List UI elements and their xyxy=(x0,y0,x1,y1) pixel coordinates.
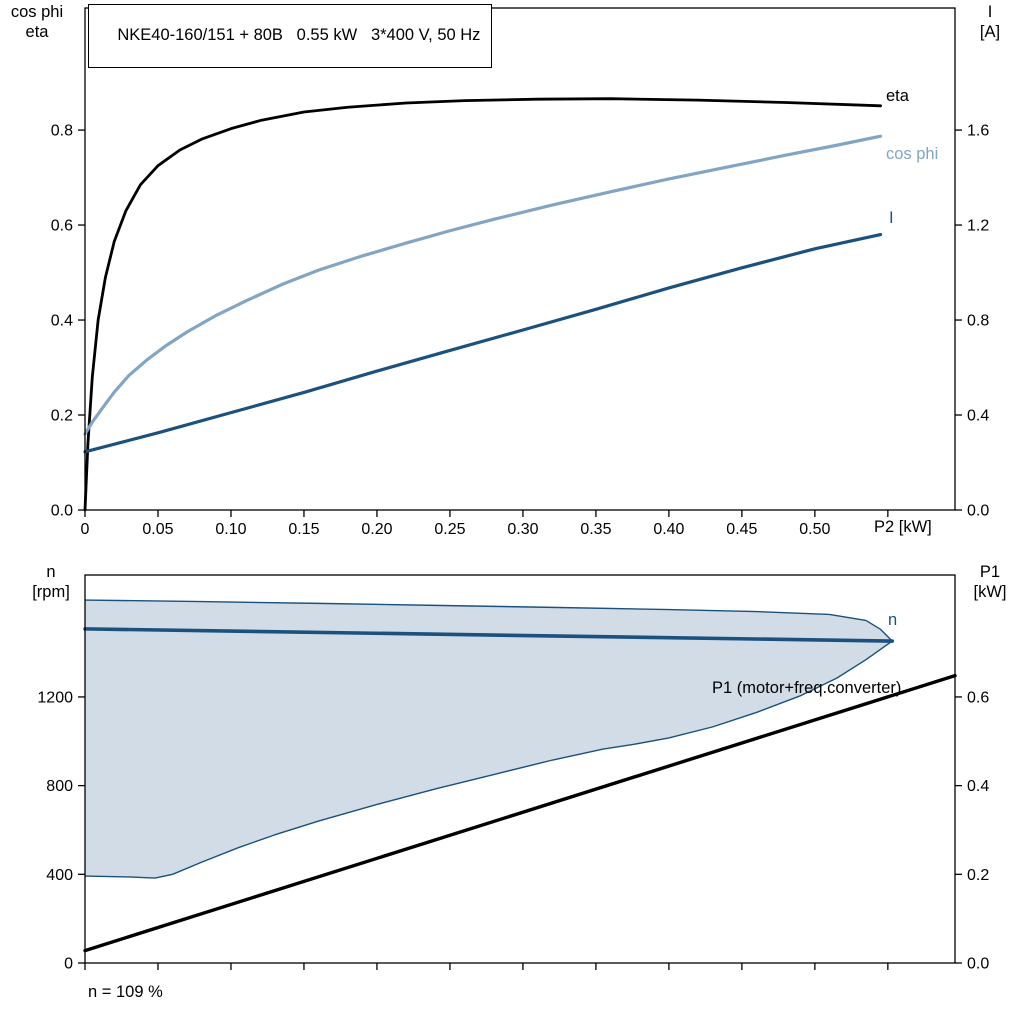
series-current xyxy=(83,232,883,454)
y-right-tick-label: 0.4 xyxy=(967,778,989,795)
x-tick-label: 0.45 xyxy=(726,521,757,538)
y-right-tick-label: 0.0 xyxy=(967,503,989,520)
y-right-tick-label: 1.6 xyxy=(967,123,989,140)
x-tick-label: 0 xyxy=(81,521,90,538)
x-tick-label: 0.25 xyxy=(434,521,465,538)
chart-0: 0.0 0.2 0.4 0.6 0.8 0.0 0.4 0.8 1.2 1.6 0 0.05 0.10 0… xyxy=(51,7,989,538)
y-right-tick-label: 0.8 xyxy=(967,313,989,330)
cosphi-axis-label: cos phi xyxy=(10,3,64,21)
y-left-tick-label: 0.8 xyxy=(51,123,73,140)
p1-unit-label: [kW] xyxy=(973,583,1007,601)
current-axis-label: I xyxy=(987,3,993,21)
y-left-tick-label: 0 xyxy=(64,956,73,973)
speed-percentage-note: n = 109 % xyxy=(88,983,163,1001)
x-tick-label: 0.10 xyxy=(215,521,246,538)
eta-curve-label: eta xyxy=(886,87,909,105)
speed-control-range-lower-boundary xyxy=(84,640,893,879)
y-right-tick-label: 0.0 xyxy=(967,956,989,973)
speed-control-range-upper-boundary xyxy=(84,599,893,642)
eta-axis-label: eta xyxy=(25,23,49,41)
series-eta xyxy=(83,97,882,512)
y-left-tick-label: 0.0 xyxy=(51,503,73,520)
chart-frame xyxy=(84,7,956,511)
top-right-axis-label: I [A] xyxy=(968,2,1012,42)
x-tick-label: 0.30 xyxy=(507,521,538,538)
speed-curve-label: n xyxy=(888,611,898,629)
bottom-left-axis-label: n [rpm] xyxy=(22,562,80,602)
x-tick-label: 0.20 xyxy=(361,521,392,538)
speed-unit-label: [rpm] xyxy=(32,583,70,601)
y-right-tick-label: 0.6 xyxy=(967,689,989,706)
y-left-tick-label: 0.4 xyxy=(51,313,73,330)
p1-curve-label: P1 (motor+freq.converter) xyxy=(712,679,902,697)
top-left-axis-label: cos phi eta xyxy=(6,2,68,42)
chart-title: NKE40-160/151 + 80B 0.55 kW 3*400 V, 50 … xyxy=(117,26,481,44)
y-right-tick-label: 1.2 xyxy=(967,218,989,235)
x-tick-label: 0.40 xyxy=(653,521,684,538)
chart-title-box: NKE40-160/151 + 80B 0.55 kW 3*400 V, 50 … xyxy=(88,4,493,68)
speed-control-range-area xyxy=(85,600,893,879)
x-tick-label: 0.35 xyxy=(580,521,611,538)
y-left-tick-label: 1200 xyxy=(37,689,73,706)
y-right-tick-label: 0.4 xyxy=(967,408,989,425)
x-tick-label: 0.15 xyxy=(288,521,319,538)
y-right-tick-label: 0.2 xyxy=(967,867,989,884)
series-speed xyxy=(83,627,895,643)
chart-1: 0 400 800 1200 0.0 0.2 0.4 0.6 xyxy=(37,574,989,973)
y-left-tick-label: 800 xyxy=(46,778,73,795)
speed-axis-label: n xyxy=(46,563,56,581)
p1-axis-label: P1 xyxy=(979,563,1001,581)
series-cos-phi xyxy=(83,134,883,436)
chart-frame xyxy=(84,574,956,964)
x-axis-label: P2 [kW] xyxy=(874,518,932,536)
cosphi-curve-label: cos phi xyxy=(886,145,939,163)
current-curve-label: I xyxy=(889,209,894,227)
series-p1 xyxy=(83,673,957,953)
y-left-tick-label: 0.2 xyxy=(51,408,73,425)
y-left-tick-label: 400 xyxy=(46,867,73,884)
x-tick-label: 0.05 xyxy=(142,521,173,538)
y-left-tick-label: 0.6 xyxy=(51,218,73,235)
x-tick-label: 0.50 xyxy=(799,521,830,538)
current-unit-label: [A] xyxy=(979,23,1001,41)
bottom-right-axis-label: P1 [kW] xyxy=(964,562,1016,602)
